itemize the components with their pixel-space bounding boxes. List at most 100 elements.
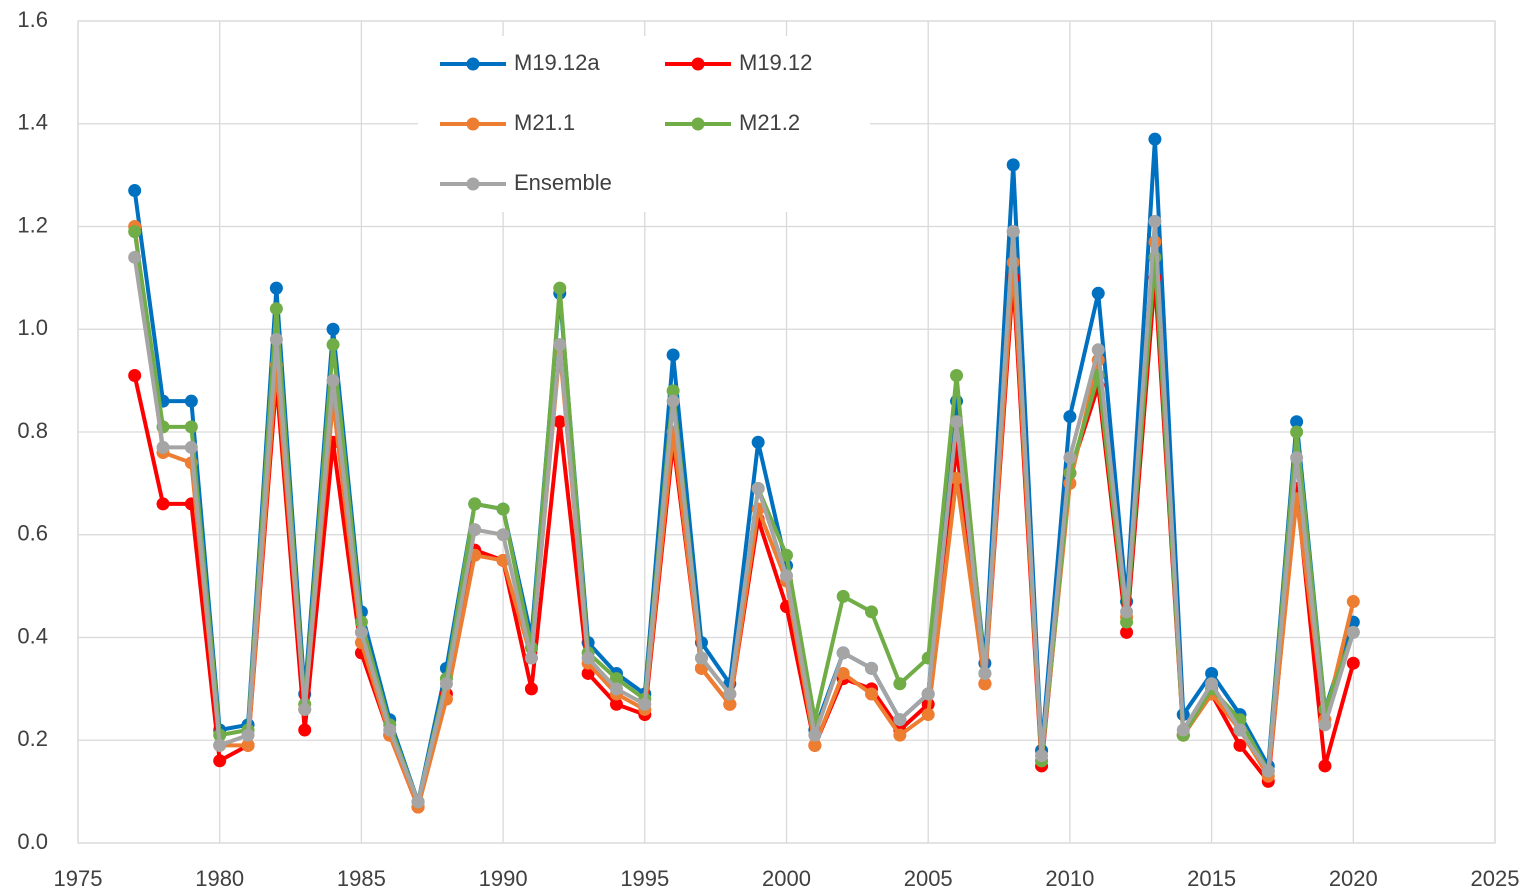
data-point bbox=[609, 697, 623, 711]
data-point bbox=[1346, 656, 1360, 670]
data-point bbox=[213, 738, 227, 752]
y-tick-label: 1.6 bbox=[17, 7, 48, 32]
data-point bbox=[808, 738, 822, 752]
data-point bbox=[128, 250, 142, 264]
data-point bbox=[666, 348, 680, 362]
x-tick-label: 2000 bbox=[762, 866, 811, 891]
data-point bbox=[723, 687, 737, 701]
legend-label: M19.12a bbox=[514, 50, 600, 75]
data-point bbox=[609, 672, 623, 686]
data-point bbox=[1318, 759, 1332, 773]
data-point bbox=[950, 368, 964, 382]
data-point bbox=[156, 497, 170, 511]
data-point bbox=[1120, 625, 1134, 639]
data-point bbox=[128, 184, 142, 198]
data-point bbox=[213, 754, 227, 768]
data-point bbox=[241, 738, 255, 752]
legend-marker bbox=[466, 177, 480, 191]
x-tick-label: 1985 bbox=[337, 866, 386, 891]
data-point bbox=[269, 333, 283, 347]
data-point bbox=[298, 723, 312, 737]
data-point bbox=[1035, 749, 1049, 763]
data-point bbox=[383, 723, 397, 737]
data-point bbox=[1120, 605, 1134, 619]
data-point bbox=[269, 302, 283, 316]
data-point bbox=[865, 687, 879, 701]
data-point bbox=[666, 384, 680, 398]
data-point bbox=[184, 440, 198, 454]
x-tick-label: 2025 bbox=[1471, 866, 1520, 891]
data-point bbox=[1063, 410, 1077, 424]
data-point bbox=[468, 523, 482, 537]
data-point bbox=[1290, 451, 1304, 465]
data-point bbox=[609, 682, 623, 696]
data-point bbox=[1205, 677, 1219, 691]
data-point bbox=[156, 440, 170, 454]
data-point bbox=[241, 728, 255, 742]
data-point bbox=[1176, 723, 1190, 737]
data-point bbox=[780, 548, 793, 562]
data-point bbox=[950, 415, 964, 429]
data-point bbox=[751, 435, 765, 449]
x-tick-label: 1990 bbox=[479, 866, 528, 891]
data-point bbox=[1120, 615, 1134, 629]
data-point bbox=[1290, 425, 1304, 439]
data-point bbox=[354, 625, 368, 639]
data-point bbox=[1091, 286, 1105, 300]
data-point bbox=[581, 666, 595, 680]
legend-marker bbox=[466, 57, 480, 71]
plot-border bbox=[77, 20, 1496, 844]
data-point bbox=[780, 569, 793, 583]
x-tick-label: 1975 bbox=[54, 866, 103, 891]
data-point bbox=[411, 795, 425, 809]
data-point bbox=[1346, 625, 1360, 639]
data-point bbox=[326, 374, 340, 388]
y-tick-label: 1.4 bbox=[17, 110, 48, 135]
data-point bbox=[1346, 595, 1360, 609]
data-point bbox=[638, 697, 652, 711]
legend-marker bbox=[691, 117, 705, 131]
data-point bbox=[1063, 451, 1077, 465]
y-tick-label: 0.4 bbox=[17, 623, 48, 648]
data-point bbox=[1233, 723, 1247, 737]
data-point bbox=[524, 682, 538, 696]
data-point bbox=[1006, 158, 1020, 172]
x-tick-label: 1980 bbox=[195, 866, 244, 891]
x-tick-label: 1995 bbox=[620, 866, 669, 891]
data-point bbox=[1233, 738, 1247, 752]
data-point bbox=[666, 394, 680, 408]
data-point bbox=[496, 528, 510, 542]
data-point bbox=[893, 713, 907, 727]
y-tick-label: 0.0 bbox=[17, 829, 48, 854]
y-tick-label: 0.8 bbox=[17, 418, 48, 443]
legend-marker bbox=[691, 57, 705, 71]
data-point bbox=[865, 661, 879, 675]
data-point bbox=[496, 502, 510, 516]
data-point bbox=[439, 677, 453, 691]
data-point bbox=[978, 666, 992, 680]
y-tick-label: 1.0 bbox=[17, 315, 48, 340]
data-point bbox=[921, 687, 935, 701]
data-point bbox=[553, 415, 567, 429]
x-tick-label: 2005 bbox=[904, 866, 953, 891]
y-tick-label: 0.2 bbox=[17, 726, 48, 751]
data-point bbox=[553, 338, 567, 352]
x-tick-label: 2010 bbox=[1045, 866, 1094, 891]
data-point bbox=[751, 482, 765, 496]
data-point bbox=[978, 677, 992, 691]
data-point bbox=[1148, 132, 1162, 146]
x-tick-label: 2015 bbox=[1187, 866, 1236, 891]
data-point bbox=[1318, 718, 1332, 732]
data-point bbox=[836, 646, 850, 660]
data-point bbox=[1205, 666, 1219, 680]
data-point bbox=[694, 651, 708, 665]
data-point bbox=[326, 322, 340, 336]
legend-label: Ensemble bbox=[514, 170, 612, 195]
data-point bbox=[893, 677, 907, 691]
data-point bbox=[950, 471, 964, 485]
data-point bbox=[524, 651, 538, 665]
legend-label: M19.12 bbox=[739, 50, 812, 75]
data-point bbox=[836, 666, 850, 680]
data-point bbox=[921, 708, 935, 722]
